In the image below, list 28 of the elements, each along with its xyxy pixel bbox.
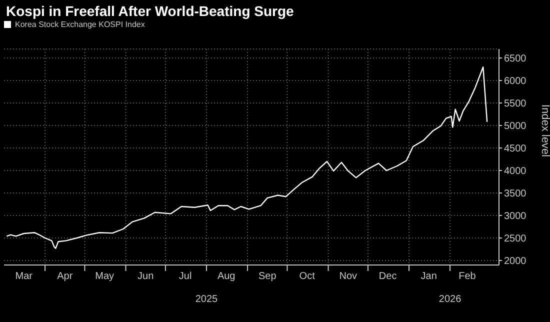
x-tick-label: Jul [178, 271, 192, 282]
x-tick-label: Oct [299, 271, 316, 282]
x-tick-label: Mar [15, 271, 34, 282]
y-tick-label: 6500 [504, 54, 527, 65]
x-tick-label: Sep [258, 271, 277, 282]
y-tick-label: 5500 [504, 98, 527, 110]
chart-title: Kospi in Freefall After World-Beating Surge [6, 3, 294, 19]
y-tick-label: 6000 [504, 76, 527, 88]
y-tick-label: 3000 [504, 211, 527, 222]
legend-label: Korea Stock Exchange KOSPI Index [15, 20, 145, 29]
x-tick-label: Feb [458, 271, 476, 282]
line-series [6, 66, 488, 249]
y-tick-label: 4000 [504, 166, 527, 178]
x2-tick-label: 2026 [438, 294, 462, 306]
y-tick-label: 5000 [504, 121, 527, 132]
y-axis-title: Index level [539, 104, 550, 157]
x-tick-label: Dec [378, 271, 397, 282]
x-tick-label: Nov [339, 271, 358, 282]
x-tick-label: Jun [138, 271, 154, 282]
x-tick-label: Jan [420, 271, 437, 282]
y-tick-label: 2000 [504, 256, 527, 268]
x-tick-label: May [95, 271, 114, 282]
x-tick-label: Aug [217, 271, 236, 282]
y-tick-label: 2500 [504, 234, 527, 245]
y-tick-label: 3500 [504, 188, 527, 200]
x2-tick-label: 2025 [195, 294, 218, 306]
x-tick-label: Apr [57, 271, 74, 282]
y-tick-label: 4500 [504, 144, 527, 155]
